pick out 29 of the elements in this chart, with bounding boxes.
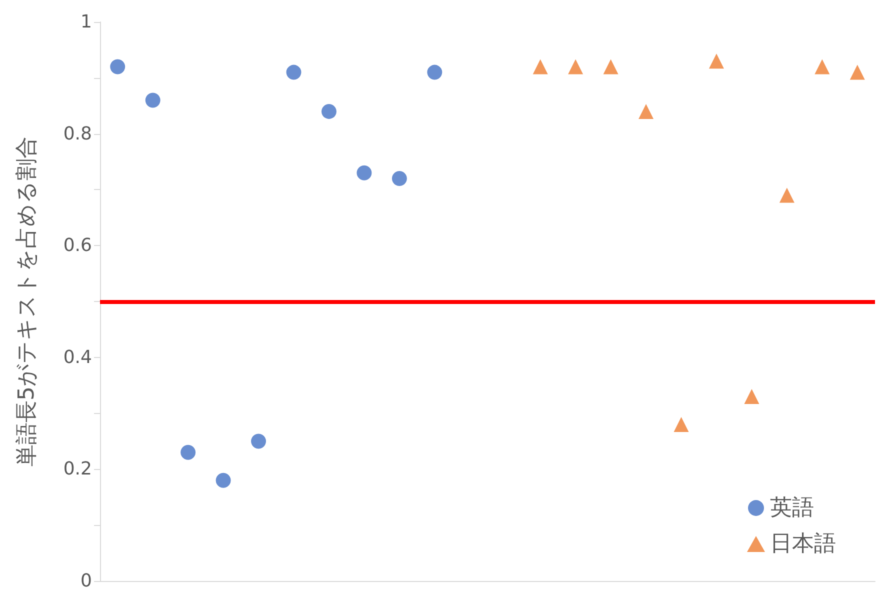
point: [708, 54, 724, 69]
point: [779, 188, 794, 203]
legend-label: 英語: [770, 496, 814, 520]
point: [850, 64, 865, 80]
point: [638, 104, 654, 119]
point: [321, 104, 336, 119]
point: [145, 92, 160, 108]
point: [744, 389, 760, 404]
point: [180, 444, 196, 460]
y-tick-label: 0.8: [63, 123, 92, 144]
y-tick-label: 1: [80, 12, 92, 32]
point: [216, 472, 231, 488]
y-tick-label: 0.6: [63, 235, 92, 256]
point: [251, 434, 266, 449]
point: [674, 416, 689, 432]
point: [427, 64, 442, 80]
point: [603, 59, 618, 74]
y-tick-label: 0: [80, 570, 92, 590]
point: [814, 59, 830, 74]
point: [392, 171, 407, 186]
y-tick-label: 0.4: [63, 346, 92, 368]
point: [286, 64, 302, 80]
y-tick-label: 0.2: [63, 458, 92, 480]
point: [110, 59, 126, 74]
point: [532, 59, 548, 74]
point: [568, 59, 584, 74]
legend-label: 日本語: [770, 532, 836, 556]
point: [356, 165, 372, 180]
y-axis-title: 単語長5がテキストを占める割合: [14, 136, 40, 466]
